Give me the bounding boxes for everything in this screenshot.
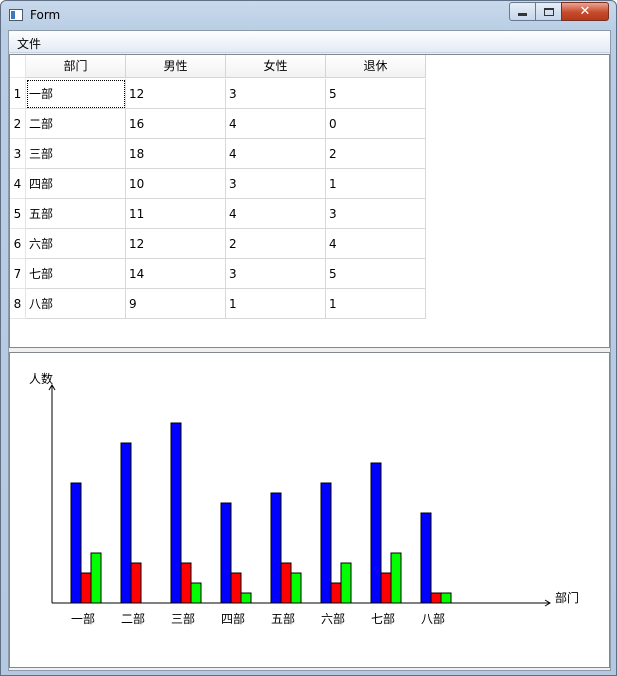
table-cell[interactable]: 9 [126, 289, 226, 319]
table-cell[interactable]: 12 [126, 229, 226, 259]
table-cell[interactable]: 16 [126, 109, 226, 139]
x-tick-label: 五部 [271, 611, 295, 626]
column-header[interactable]: 男性 [126, 55, 226, 78]
table-cell[interactable]: 1 [326, 289, 426, 319]
table-cell[interactable]: 5 [326, 259, 426, 289]
table-cell[interactable]: 一部 [26, 79, 126, 109]
bar-五部-1 [280, 562, 292, 604]
row-header[interactable]: 1 [10, 79, 26, 109]
table-cell[interactable]: 12 [126, 79, 226, 109]
table-cell[interactable]: 1 [226, 289, 326, 319]
y-axis-label: 人数 [29, 371, 53, 386]
table-cell[interactable]: 八部 [26, 289, 126, 319]
menu-file[interactable]: 文件 [17, 37, 42, 51]
table-cell[interactable]: 3 [326, 199, 426, 229]
table-cell[interactable]: 0 [326, 109, 426, 139]
table-cell[interactable]: 3 [226, 259, 326, 289]
minimize-icon [518, 13, 527, 16]
maximize-button[interactable] [535, 2, 562, 21]
bar-五部-0 [270, 492, 282, 604]
column-header[interactable]: 退休 [326, 55, 426, 78]
x-tick-label: 二部 [121, 611, 145, 626]
x-tick-label: 六部 [321, 611, 345, 626]
bar-三部-1 [180, 562, 192, 604]
bar-二部-1 [130, 562, 142, 604]
close-icon: ✕ [579, 4, 591, 19]
x-tick-label: 一部 [71, 611, 95, 626]
table-cell[interactable]: 六部 [26, 229, 126, 259]
table-cell[interactable]: 14 [126, 259, 226, 289]
table-cell[interactable]: 3 [226, 79, 326, 109]
y-axis-arrow [48, 384, 56, 391]
row-header[interactable]: 2 [10, 109, 26, 139]
column-header[interactable]: 女性 [226, 55, 326, 78]
row-header[interactable]: 8 [10, 289, 26, 319]
bar-六部-1 [330, 582, 342, 604]
menu-bar: 文件 [9, 31, 610, 53]
table-cell[interactable]: 2 [326, 139, 426, 169]
table-cell[interactable]: 5 [326, 79, 426, 109]
bar-三部-2 [190, 582, 202, 604]
bar-四部-0 [220, 502, 232, 604]
data-table[interactable]: 部门 男性 女性 退休 1 一部 12 3 5 2 二部 16 4 0 3 三部 18 4 2 4 四部 10 3 1 5 五部 1… [9, 54, 610, 348]
table-cell[interactable]: 2 [226, 229, 326, 259]
table-cell[interactable]: 11 [126, 199, 226, 229]
table-cell[interactable]: 18 [126, 139, 226, 169]
bar-一部-0 [70, 482, 82, 604]
row-header[interactable]: 3 [10, 139, 26, 169]
table-cell[interactable]: 三部 [26, 139, 126, 169]
bar-四部-1 [230, 572, 242, 604]
bar-四部-2 [240, 592, 252, 604]
table-cell[interactable]: 4 [326, 229, 426, 259]
table-cell[interactable]: 1 [326, 169, 426, 199]
table-cell[interactable]: 4 [226, 199, 326, 229]
bar-七部-1 [380, 572, 392, 604]
bar-七部-2 [390, 552, 402, 604]
maximize-icon [543, 7, 554, 16]
row-header[interactable]: 4 [10, 169, 26, 199]
client-area: 文件 部门 男性 女性 退休 1 一部 12 3 5 2 二部 16 4 0 3 三部 18 4 2 4 四部 10 3 1 5… [8, 30, 611, 671]
x-axis-arrow [544, 599, 551, 607]
chart-panel: 人数部门一部 二部 三部 四部 五部 六部 七部 八部 [9, 352, 610, 668]
x-tick-label: 四部 [221, 611, 245, 626]
table-cell[interactable]: 4 [226, 109, 326, 139]
column-header[interactable]: 部门 [26, 55, 126, 78]
close-button[interactable]: ✕ [561, 2, 609, 21]
app-window-icon [9, 9, 23, 21]
table-corner-button[interactable] [10, 55, 26, 78]
bar-五部-2 [290, 572, 302, 604]
table-cell[interactable]: 4 [226, 139, 326, 169]
table-cell[interactable]: 五部 [26, 199, 126, 229]
bar-七部-0 [370, 462, 382, 604]
bar-六部-0 [320, 482, 332, 604]
table-cell[interactable]: 10 [126, 169, 226, 199]
x-tick-label: 三部 [171, 611, 195, 626]
bar-三部-0 [170, 422, 182, 604]
table-cell[interactable]: 二部 [26, 109, 126, 139]
table-cell[interactable]: 四部 [26, 169, 126, 199]
minimize-button[interactable] [509, 2, 536, 21]
bar-八部-0 [420, 512, 432, 604]
x-tick-label: 七部 [371, 611, 395, 626]
bar-八部-1 [430, 592, 442, 604]
bar-八部-2 [440, 592, 452, 604]
row-header[interactable]: 6 [10, 229, 26, 259]
bar-一部-2 [90, 552, 102, 604]
table-cell[interactable]: 七部 [26, 259, 126, 289]
bar-二部-0 [120, 442, 132, 604]
x-tick-label: 八部 [421, 611, 445, 626]
bar-六部-2 [340, 562, 352, 604]
row-header[interactable]: 5 [10, 199, 26, 229]
title-bar[interactable]: Form ✕ [1, 1, 616, 29]
bar-一部-1 [80, 572, 92, 604]
window-title: Form [30, 8, 61, 22]
row-header[interactable]: 7 [10, 259, 26, 289]
table-cell[interactable]: 3 [226, 169, 326, 199]
x-axis-label: 部门 [555, 590, 579, 605]
